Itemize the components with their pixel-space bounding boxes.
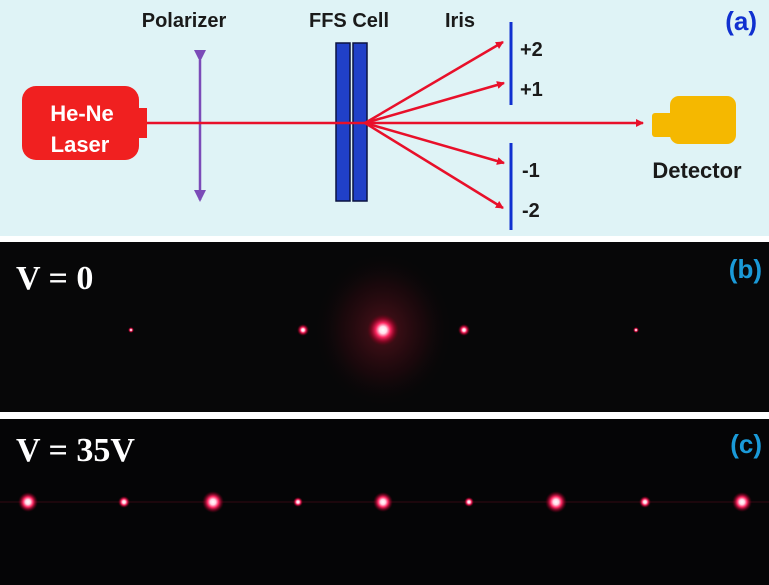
order-label-plus-1: +1 — [520, 79, 543, 101]
setup-diagram-panel: He-Ne Laser Polarizer FFS Cell Iris +2 +… — [0, 0, 769, 236]
spot-c-8 — [639, 496, 651, 508]
diffraction-pattern-c-svg: V = 35V (c) — [0, 429, 769, 513]
spot-c-7 — [545, 491, 567, 513]
polarizer-label: Polarizer — [142, 10, 227, 32]
diffraction-pattern-b-svg: V = 0 (b) — [16, 252, 762, 408]
spot-order-plus-2 — [633, 327, 639, 333]
beam-order-plus-2 — [364, 40, 504, 125]
voltage-label-b: V = 0 — [16, 260, 93, 297]
detector-label: Detector — [652, 158, 742, 183]
spot-c-1 — [18, 492, 38, 512]
panel-label-c: (c) — [730, 429, 762, 459]
setup-diagram-svg: He-Ne Laser Polarizer FFS Cell Iris +2 +… — [22, 6, 757, 230]
laser-body — [22, 86, 139, 160]
diffraction-photo-c: V = 35V (c) — [0, 419, 769, 585]
laser-label-line1: He-Ne — [50, 101, 114, 126]
order-label-minus-2: -2 — [522, 200, 540, 222]
order-label-minus-1: -1 — [522, 160, 540, 182]
spot-c-2 — [118, 496, 130, 508]
spot-order-minus-1 — [297, 324, 309, 336]
detector-aperture — [652, 113, 674, 137]
iris-label: Iris — [445, 10, 475, 32]
cell-label: FFS Cell — [309, 10, 389, 32]
order-label-plus-2: +2 — [520, 39, 543, 61]
voltage-label-c: V = 35V — [16, 432, 135, 469]
spot-order-plus-1 — [458, 324, 470, 336]
laser-label-line2: Laser — [51, 132, 110, 157]
beam-order-minus-2 — [364, 121, 504, 210]
spot-c-9 — [732, 492, 752, 512]
detector-icon — [652, 96, 736, 144]
beam-order-minus-1 — [364, 121, 505, 165]
spot-c-3 — [202, 491, 224, 513]
laser-nozzle — [135, 108, 147, 138]
panel-label-b: (b) — [729, 254, 762, 284]
beam-order-plus-1 — [364, 81, 505, 125]
spot-order-minus-2 — [128, 327, 134, 333]
spot-order-0 — [367, 314, 399, 346]
panel-label-a: (a) — [725, 6, 757, 36]
diffraction-photo-b: V = 0 (b) — [0, 242, 769, 412]
laser-source: He-Ne Laser — [22, 86, 147, 160]
spot-c-5 — [373, 492, 393, 512]
spot-c-6 — [464, 497, 474, 507]
spot-c-4 — [293, 497, 303, 507]
detector-body — [670, 96, 736, 144]
